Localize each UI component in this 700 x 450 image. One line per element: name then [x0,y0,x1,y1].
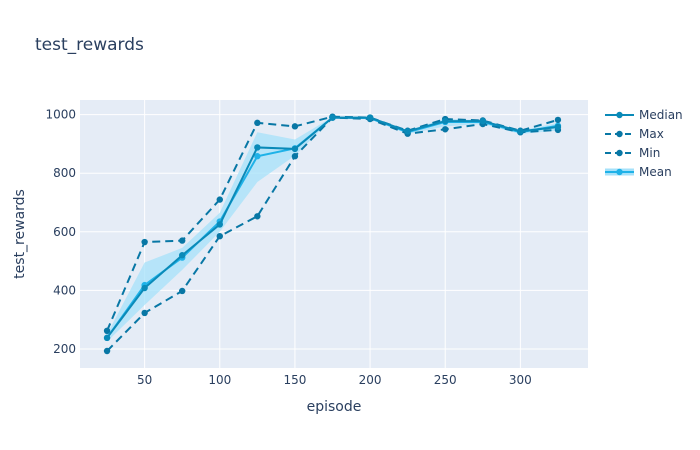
y-tick-label: 200 [53,342,76,356]
legend-item-median[interactable]: Median [605,108,683,122]
data-point-max [254,119,261,127]
legend-label: Max [639,127,664,141]
data-point-median [141,284,148,292]
data-point-max [141,238,148,246]
legend-label: Median [639,108,683,122]
data-point-min [141,309,148,317]
data-point-min [254,213,261,220]
tick-labels: 50 100 150 200 250 300 200 400 600 800 1000 [45,108,531,387]
legend-label: Min [639,146,660,160]
x-tick-label: 100 [208,373,231,387]
data-point-median [442,117,449,125]
data-point-median [291,145,299,153]
y-tick-label: 800 [53,166,76,180]
data-point-median [216,221,223,228]
data-point-min [291,153,299,160]
legend-item-mean[interactable]: Mean [605,165,672,179]
data-point-median [329,114,336,121]
data-point-max [291,123,299,130]
x-tick-label: 200 [359,373,382,387]
data-point-mean [254,153,261,160]
y-axis-title: test_rewards [12,189,28,279]
x-tick-label: 250 [434,373,457,387]
data-point-median [254,144,261,151]
x-tick-label: 300 [509,373,532,387]
series-median [103,114,562,342]
legend-item-max[interactable]: Max [605,127,664,141]
data-point-min [216,232,223,240]
data-point-max [554,116,562,124]
data-point-max [216,196,223,203]
data-point-min [103,347,111,355]
data-point-median [404,128,411,135]
legend-item-min[interactable]: Min [605,146,660,160]
x-axis-title: episode [307,399,362,415]
chart-title: test_rewards [35,35,144,55]
data-point-min [179,287,186,295]
x-tick-label: 150 [283,373,306,387]
data-point-median [554,123,562,131]
data-point-min [442,126,449,133]
plot-area [80,100,588,368]
series-lines [103,113,562,355]
legend-marker [616,149,623,157]
data-point-median [179,252,186,259]
legend: Median Max Min Mean [605,108,683,179]
legend-marker [616,168,623,176]
legend-marker [616,111,623,119]
y-tick-label: 600 [53,225,76,239]
data-point-median [479,117,486,125]
x-tick-label: 50 [137,373,152,387]
data-point-max [103,327,111,335]
data-point-median [103,334,111,342]
data-point-median [517,128,524,135]
legend-label: Mean [639,165,672,179]
legend-marker [616,130,623,138]
data-point-max [179,237,186,244]
data-point-median [366,114,374,121]
y-tick-label: 400 [53,283,76,297]
y-tick-label: 1000 [45,108,76,122]
